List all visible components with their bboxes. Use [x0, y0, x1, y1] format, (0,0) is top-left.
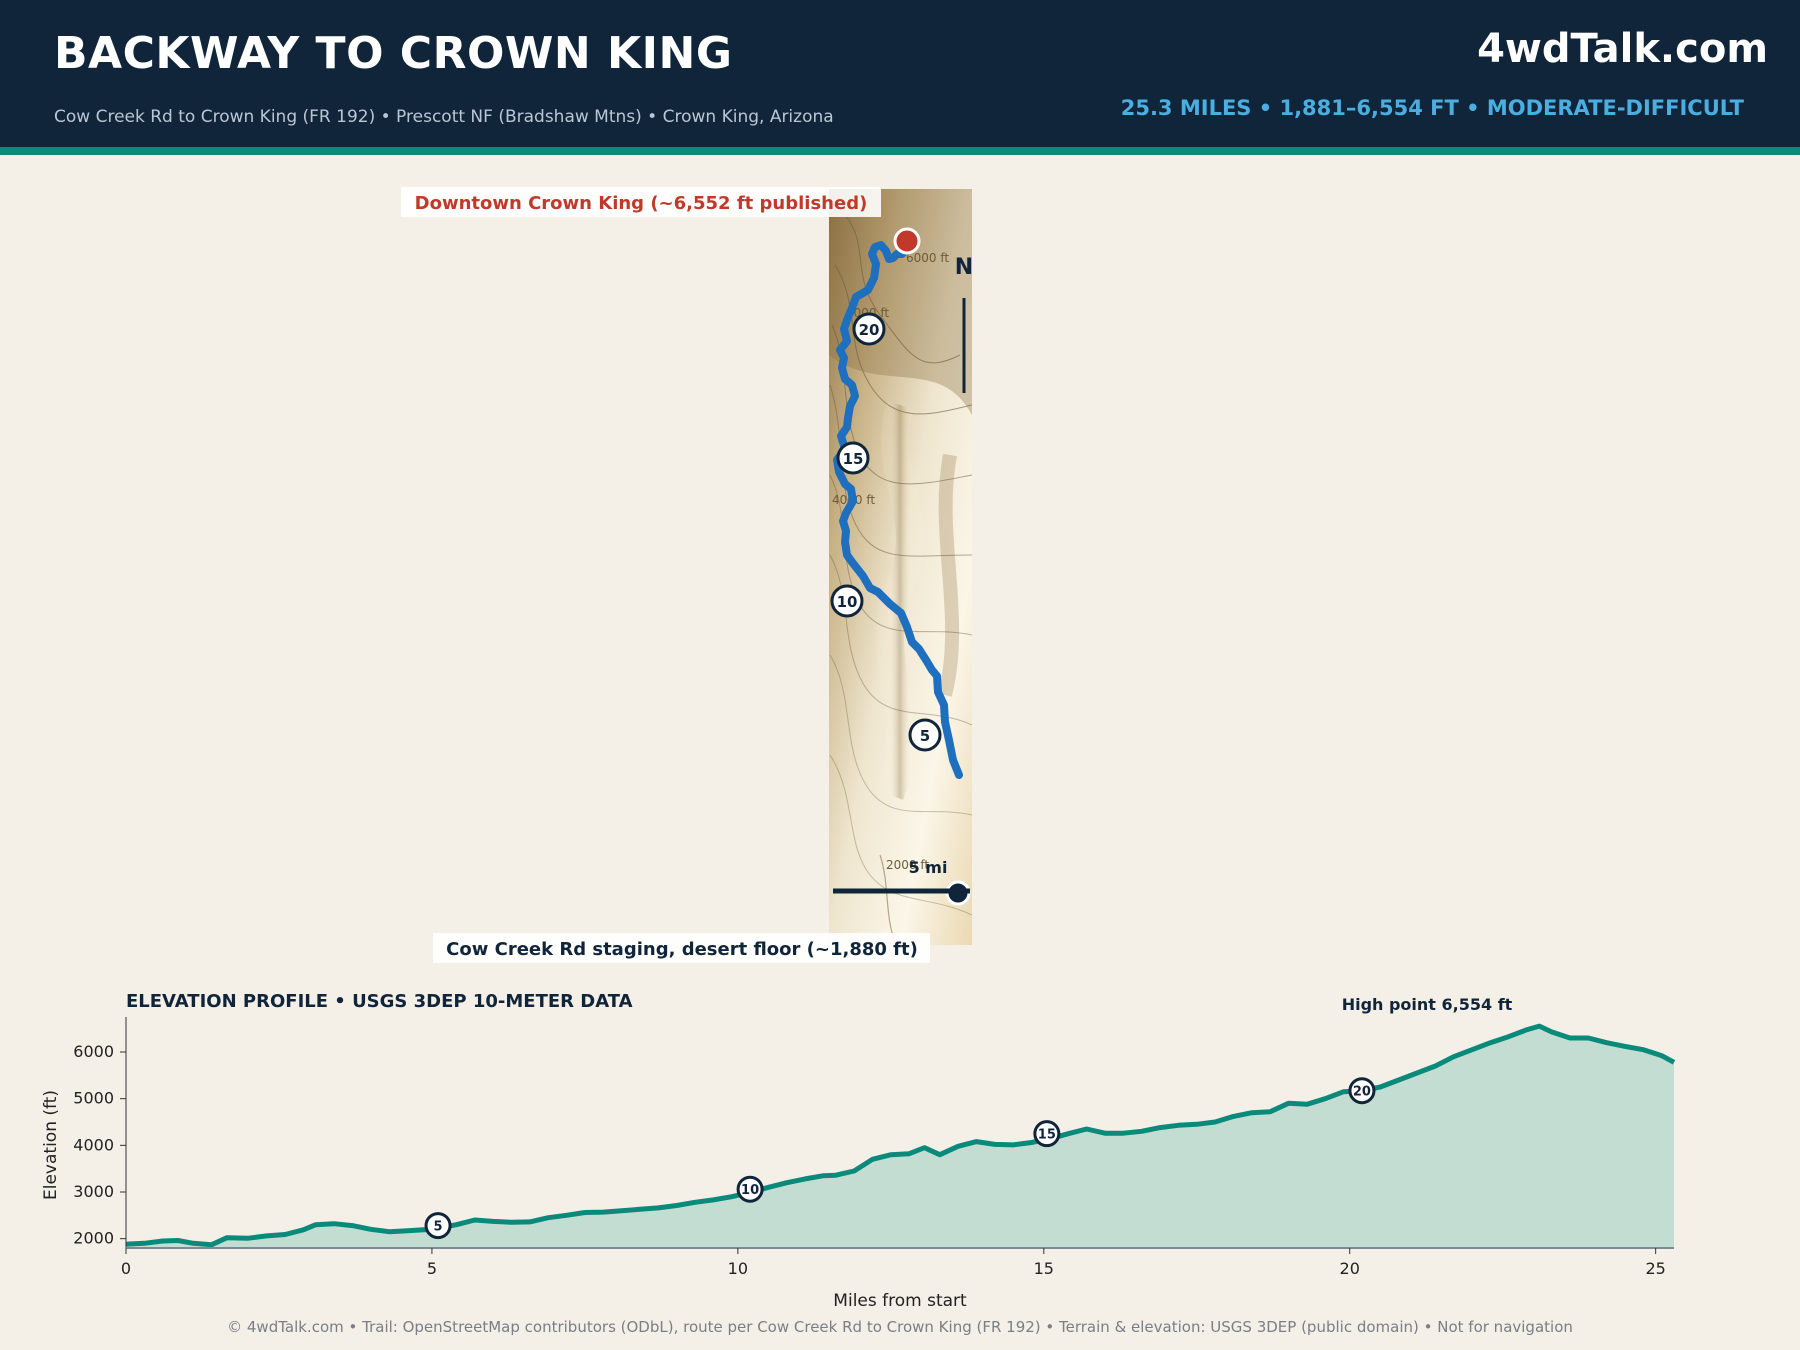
page-title: BACKWAY TO CROWN KING [54, 28, 733, 79]
x-tick-label: 20 [1340, 1259, 1360, 1278]
x-axis-label: Miles from start [833, 1291, 967, 1311]
profile-mile-marker[interactable]: 20 [1348, 1077, 1376, 1105]
y-axis-label: Elevation (ft) [41, 1090, 61, 1200]
north-arrow-label: N [955, 255, 973, 280]
y-tick-label: 3000 [73, 1182, 114, 1201]
high-point-annotation: High point 6,554 ft [1342, 995, 1513, 1014]
map-mile-marker[interactable]: 15 [836, 441, 870, 475]
header-bar [0, 0, 1800, 147]
elevation-line [125, 1023, 1676, 1248]
x-tick-label: 15 [1034, 1259, 1054, 1278]
svg-text:10: 10 [741, 1183, 759, 1198]
x-tick-label: 10 [728, 1259, 748, 1278]
end-marker[interactable] [893, 227, 921, 255]
y-tick-label: 4000 [73, 1135, 114, 1154]
start-label: Cow Creek Rd staging, desert floor (~1,8… [446, 939, 918, 960]
svg-text:15: 15 [843, 450, 864, 468]
profile-mile-marker[interactable]: 15 [1033, 1120, 1061, 1148]
map-mile-marker[interactable]: 5 [908, 718, 942, 752]
svg-text:5: 5 [920, 727, 930, 745]
page-subtitle: Cow Creek Rd to Crown King (FR 192) • Pr… [54, 107, 834, 127]
y-tick-label: 2000 [73, 1229, 114, 1248]
start-label-box [433, 933, 930, 963]
map-mile-marker[interactable]: 10 [830, 584, 864, 618]
x-tick-label: 25 [1645, 1259, 1665, 1278]
header-accent-bar [0, 147, 1800, 155]
y-tick-label: 6000 [73, 1042, 114, 1061]
svg-text:5: 5 [434, 1220, 443, 1235]
scale-bar-label: 5 mi [909, 858, 948, 877]
brand-logo[interactable]: 4wdTalk.com [1477, 26, 1768, 72]
profile-mile-marker[interactable]: 5 [424, 1212, 452, 1240]
profile-mile-marker[interactable]: 10 [736, 1175, 764, 1203]
y-tick-label: 5000 [73, 1089, 114, 1108]
end-label: Downtown Crown King (~6,552 ft published… [415, 193, 868, 214]
x-tick-label: 0 [121, 1259, 131, 1278]
svg-text:10: 10 [837, 593, 858, 611]
elevation-profile-chart[interactable]: ELEVATION PROFILE • USGS 3DEP 10-METER D… [41, 991, 1676, 1311]
trail-stats: 25.3 MILES • 1,881–6,554 FT • MODERATE-D… [1120, 96, 1744, 120]
svg-text:20: 20 [1353, 1085, 1371, 1100]
footer-attribution: © 4wdTalk.com • Trail: OpenStreetMap con… [227, 1318, 1573, 1336]
svg-text:20: 20 [859, 321, 880, 339]
contour-label: 2000 ft [886, 858, 929, 872]
map-mile-marker[interactable]: 20 [852, 312, 886, 346]
end-label-box [401, 187, 881, 217]
elevation-area [126, 1026, 1674, 1248]
map-and-profile: 6000 ft 6000 ft 4000 ft 2000 ft 20 15 10… [41, 187, 1676, 1311]
contour-label: 6000 ft [906, 251, 949, 265]
chart-title: ELEVATION PROFILE • USGS 3DEP 10-METER D… [126, 991, 633, 1012]
x-tick-label: 5 [427, 1259, 437, 1278]
svg-text:15: 15 [1038, 1128, 1056, 1143]
